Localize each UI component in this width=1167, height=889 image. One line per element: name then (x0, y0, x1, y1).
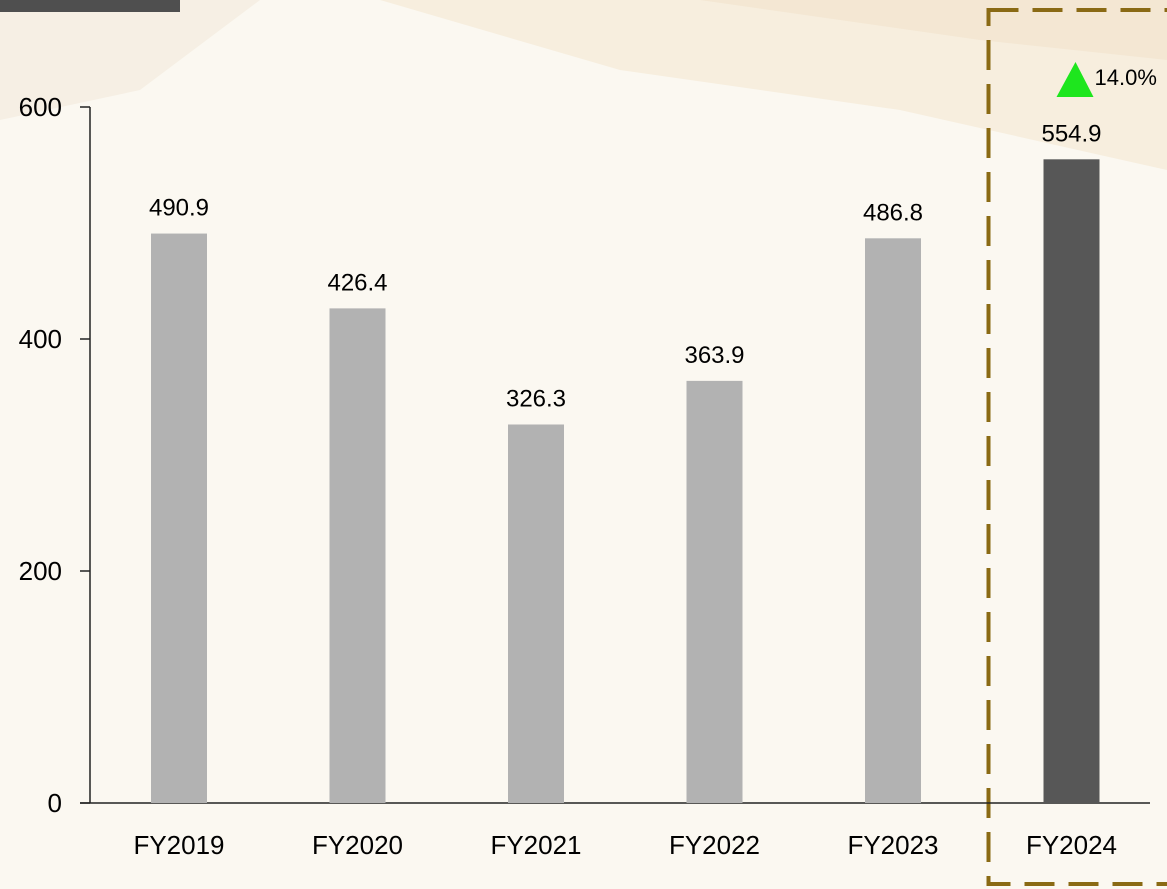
y-tick-label: 600 (19, 92, 62, 122)
y-tick-label: 400 (19, 324, 62, 354)
bar (865, 238, 921, 803)
bar (686, 380, 743, 803)
x-tick-label: FY2024 (1026, 830, 1117, 860)
corner-tab (0, 0, 180, 12)
x-tick-label: FY2022 (669, 830, 760, 860)
data-label: 426.4 (327, 269, 387, 296)
growth-label: 14.0% (1095, 65, 1157, 90)
data-label: 554.9 (1041, 120, 1101, 147)
data-label: 326.3 (506, 385, 566, 412)
bar (151, 233, 207, 803)
up-triangle-icon (1056, 62, 1094, 97)
y-tick-label: 200 (19, 556, 62, 586)
x-tick-label: FY2019 (133, 830, 224, 860)
bar (1043, 159, 1100, 804)
x-tick-label: FY2023 (847, 830, 938, 860)
x-tick-label: FY2020 (312, 830, 403, 860)
data-label: 363.9 (684, 342, 744, 369)
bar (508, 424, 564, 803)
bar (329, 308, 386, 803)
y-tick-label: 0 (48, 788, 62, 818)
x-tick-label: FY2021 (490, 830, 581, 860)
highlight-box (986, 8, 1167, 886)
data-label: 486.8 (863, 199, 923, 226)
data-label: 490.9 (149, 195, 209, 222)
